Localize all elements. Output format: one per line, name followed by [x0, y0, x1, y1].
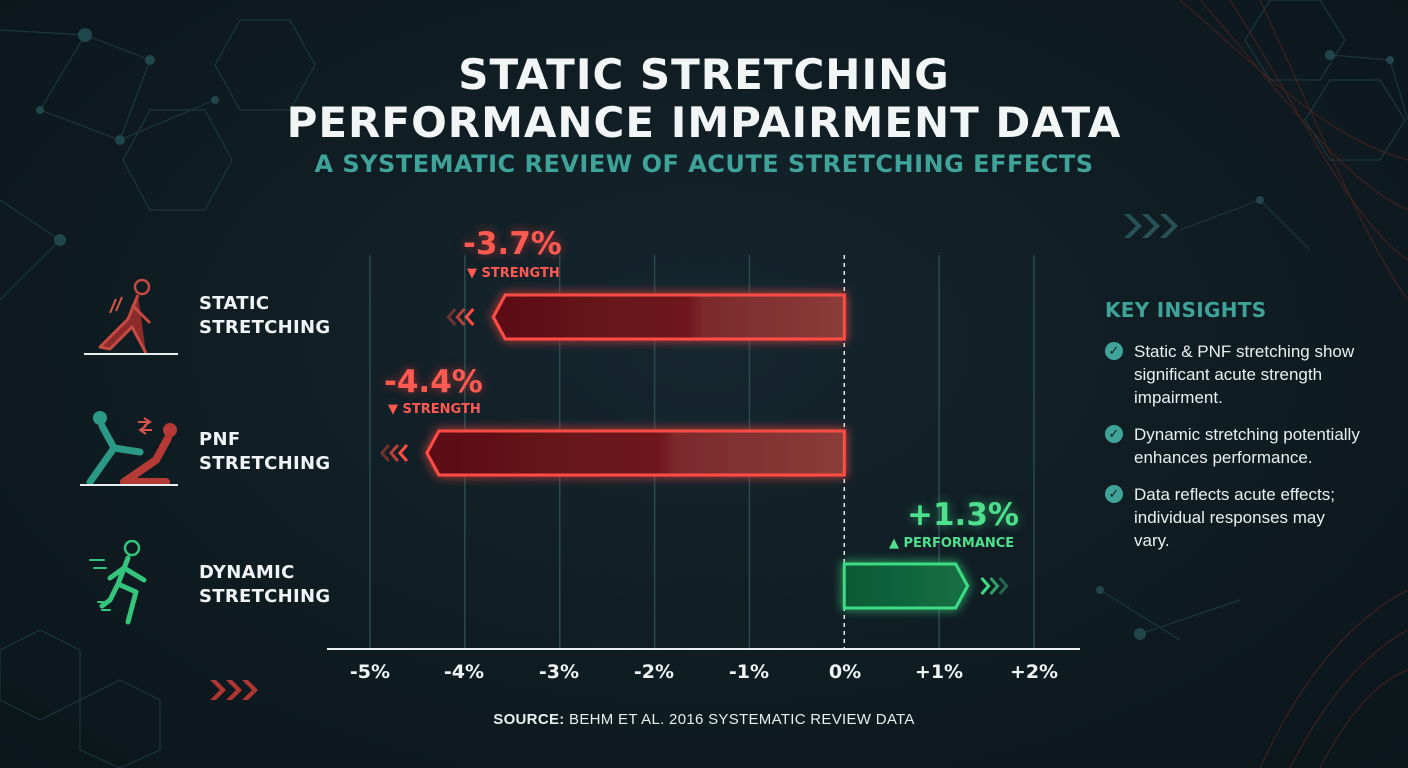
- insight-text: Dynamic stretching potentially enhances …: [1134, 425, 1360, 467]
- category-label-static: STATIC STRETCHING: [199, 293, 331, 338]
- x-tick-label: 0%: [828, 661, 862, 683]
- bar-pnf: [425, 429, 846, 477]
- x-tick-label: -3%: [538, 661, 580, 683]
- insight-text: Static & PNF stretching show significant…: [1134, 342, 1355, 407]
- source-citation: SOURCE: BEHM ET AL. 2016 SYSTEMATIC REVI…: [0, 711, 1408, 728]
- data-label-dynamic: +1.3%: [907, 497, 1019, 533]
- check-icon: ✓: [1105, 425, 1123, 443]
- insight-item: ✓ Static & PNF stretching show significa…: [1105, 340, 1365, 409]
- title-line-2: PERFORMANCE IMPAIRMENT DATA: [286, 98, 1122, 147]
- metric-label-static: ▼ STRENGTH: [467, 266, 560, 281]
- title-line-1: STATIC STRETCHING: [458, 50, 950, 99]
- bar-static: [491, 293, 846, 341]
- category-label-dynamic: DYNAMIC STRETCHING: [199, 562, 331, 607]
- category-label-pnf: PNF STRETCHING: [199, 429, 331, 474]
- check-icon: ✓: [1105, 342, 1123, 360]
- x-tick-label: +2%: [1009, 661, 1059, 683]
- insight-item: ✓ Dynamic stretching potentially enhance…: [1105, 423, 1365, 469]
- pnf-stretch-icon: [78, 408, 178, 488]
- direction-chevron: [397, 444, 409, 462]
- insight-text: Data reflects acute effects; individual …: [1134, 485, 1335, 550]
- direction-chevron: [989, 577, 1000, 595]
- direction-chevron: [464, 308, 475, 326]
- key-insights-title: KEY INSIGHTS: [1105, 298, 1267, 322]
- metric-label-dynamic: ▲ PERFORMANCE: [889, 536, 1015, 551]
- x-tick-label: -4%: [443, 661, 485, 683]
- x-tick-label: -5%: [349, 661, 391, 683]
- direction-chevron: [980, 577, 991, 595]
- source-prefix: SOURCE:: [493, 711, 565, 728]
- data-label-static: -3.7%: [463, 226, 562, 262]
- x-tick-label: -1%: [728, 661, 770, 683]
- direction-chevron: [446, 308, 457, 326]
- dynamic-stretch-icon: [88, 539, 188, 625]
- bar-dynamic: [842, 562, 970, 610]
- data-label-pnf: -4.4%: [384, 364, 483, 400]
- check-icon: ✓: [1105, 485, 1123, 503]
- subtitle: A SYSTEMATIC REVIEW OF ACUTE STRETCHING …: [314, 150, 1094, 178]
- x-tick-label: +1%: [914, 661, 964, 683]
- direction-chevron: [388, 444, 400, 462]
- key-insights-panel: KEY INSIGHTS ✓ Static & PNF stretching s…: [1105, 298, 1365, 566]
- direction-chevron: [379, 444, 391, 462]
- insight-item: ✓ Data reflects acute effects; individua…: [1105, 483, 1365, 552]
- x-tick-label: -2%: [633, 661, 675, 683]
- direction-chevron: [455, 308, 466, 326]
- source-text: BEHM ET AL. 2016 SYSTEMATIC REVIEW DATA: [569, 711, 915, 728]
- static-stretch-icon: [80, 275, 180, 355]
- direction-chevron: [998, 577, 1009, 595]
- metric-label-pnf: ▼ STRENGTH: [388, 402, 481, 417]
